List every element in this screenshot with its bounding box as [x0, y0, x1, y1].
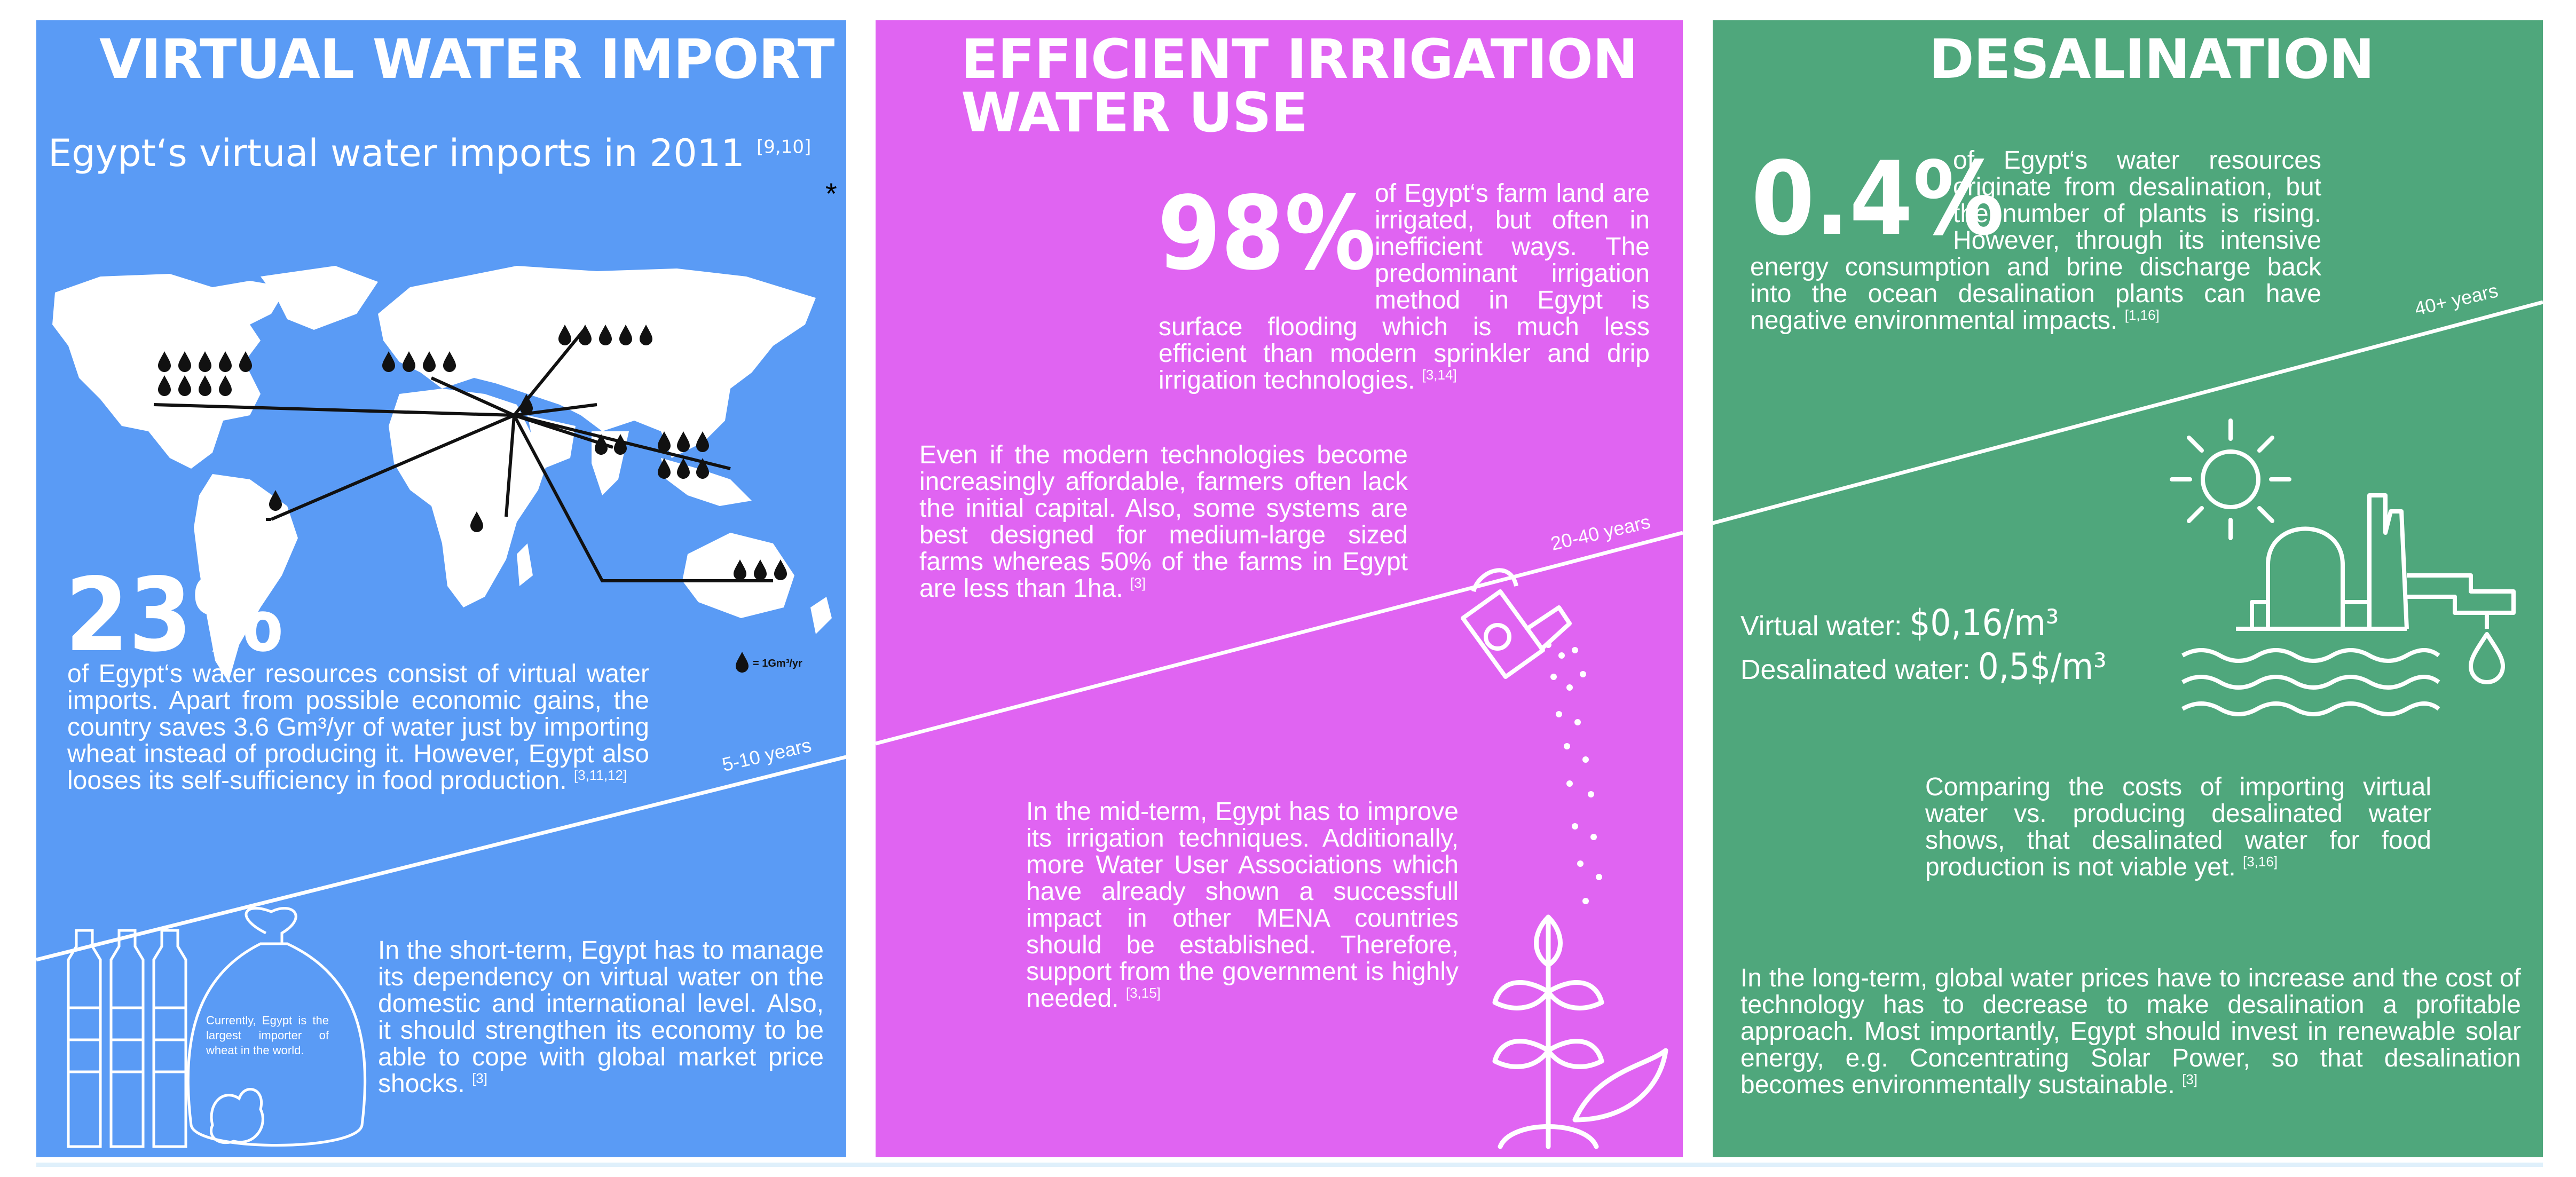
map-title-refs: [9,10]	[757, 136, 812, 158]
irrigation-stat-body: of Egypt‘s farm land are irrigated, but …	[1159, 179, 1650, 394]
water-spray	[1545, 642, 1602, 904]
virtual-water-cost-label: Virtual water:	[1740, 611, 1902, 642]
desalination-title: DESALINATION	[1929, 28, 2375, 91]
compare-body: Comparing the costs of importing virtual…	[1925, 773, 2431, 881]
virtual-water-stat-body: of Egypt‘s water resources consist of vi…	[67, 660, 649, 795]
irrigation-panel: EFFICIENT IRRIGATION WATER USE 98% of Eg…	[876, 20, 1683, 1157]
plant-icon	[1492, 914, 1668, 1149]
virtual-water-cost-value: $0,16/m³	[1909, 602, 2059, 644]
desalinated-water-cost-value: 0,5$/m³	[1978, 646, 2107, 688]
virtual-water-stat-percent: 23%	[65, 556, 284, 674]
desalination-panel: DESALINATION 0.4% of Egypt‘s water resou…	[1713, 20, 2543, 1157]
desalination-plant-icon	[2181, 493, 2516, 716]
bottom-rule	[36, 1163, 2543, 1167]
desalinated-water-cost: Desalinated water: 0,5$/m³	[1740, 646, 2107, 688]
long-term-refs: [3]	[2182, 1071, 2198, 1087]
short-term-body: In the short-term, Egypt has to manage i…	[378, 936, 824, 1098]
virtual-water-stat-refs: [3,11,12]	[573, 767, 627, 783]
timeline-divider	[36, 755, 846, 962]
irrigation-title-line2: WATER USE	[961, 81, 1308, 145]
desalination-stat-refs: [1,16]	[2124, 307, 2160, 323]
bottles-sack-illustration	[67, 907, 367, 1148]
short-term-text: In the short-term, Egypt has to manage i…	[378, 937, 824, 1097]
virtual-water-cost: Virtual water: $0,16/m³	[1740, 602, 2059, 644]
asterisk: *	[825, 177, 837, 210]
compare-text: Comparing the costs of importing virtual…	[1925, 774, 2431, 881]
compare-refs: [3,16]	[2243, 854, 2278, 870]
irrigation-stat-refs: [3,14]	[1422, 367, 1457, 383]
desalination-stat-body: of Egypt‘s water resources originate fro…	[1750, 146, 2321, 335]
desalination-timeline-divider	[1713, 300, 2543, 525]
world-map	[52, 266, 832, 682]
desalination-stat-percent: 0.4%	[1751, 140, 2005, 258]
capital-text: Even if the modern technologies become i…	[919, 442, 1408, 602]
long-term-text: In the long-term, global water prices ha…	[1740, 965, 2521, 1099]
irrigation-title-line1: EFFICIENT IRRIGATION	[961, 28, 1638, 91]
watering-can-icon	[1461, 568, 1572, 679]
sun-icon	[2170, 418, 2291, 540]
irrigation-stat-text: of Egypt‘s farm land are irrigated, but …	[1159, 180, 1650, 394]
capital-refs: [3]	[1130, 575, 1146, 591]
virtual-water-title: VIRTUAL WATER IMPORT	[99, 28, 834, 91]
map-title-text: Egypt‘s virtual water imports in 2011	[48, 131, 745, 175]
map-legend-unit: = 1Gm³/yr	[753, 658, 802, 669]
mid-term-body: In the mid-term, Egypt has to improve it…	[1026, 797, 1459, 1013]
short-term-refs: [3]	[472, 1070, 487, 1086]
mid-term-text: In the mid-term, Egypt has to improve it…	[1026, 799, 1459, 1012]
virtual-water-stat-text: of Egypt‘s water resources consist of vi…	[67, 661, 649, 794]
map-title: Egypt‘s virtual water imports in 2011 [9…	[48, 131, 811, 175]
irrigation-title: EFFICIENT IRRIGATION WATER USE	[961, 28, 1638, 145]
desalinated-water-cost-label: Desalinated water:	[1740, 654, 1971, 685]
irrigation-stat-percent: 98%	[1157, 175, 1376, 293]
long-term-body: In the long-term, global water prices ha…	[1740, 964, 2521, 1099]
mid-term-refs: [3,15]	[1125, 985, 1161, 1001]
virtual-water-panel: VIRTUAL WATER IMPORT Egypt‘s virtual wat…	[36, 20, 846, 1157]
irrigation-timeline-divider	[876, 531, 1683, 746]
desalination-stat-text: of Egypt‘s water resources originate fro…	[1750, 147, 2321, 334]
sack-text: Currently, Egypt is the largest importer…	[206, 1014, 329, 1057]
capital-body: Even if the modern technologies become i…	[919, 441, 1408, 603]
